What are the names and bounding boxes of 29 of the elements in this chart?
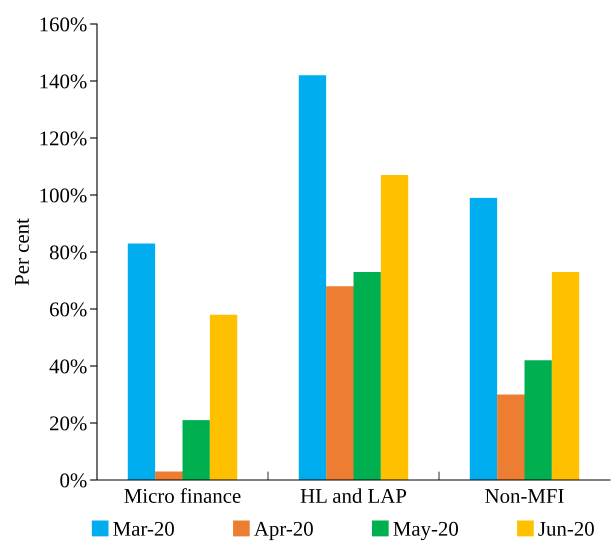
legend-label: Apr-20 [254,522,313,540]
y-tick-label: 160% [40,17,87,32]
y-axis-title: Per cent [15,218,29,286]
bar [552,272,580,480]
y-tick-label: 140% [40,74,87,88]
y-tick-label: 120% [40,131,87,146]
bar [298,75,326,480]
y-tick-label: 0% [60,473,87,488]
bar [470,198,498,480]
bar [354,272,381,480]
bar [128,243,156,480]
bar [524,360,552,480]
y-tick-label: 40% [50,359,87,374]
bar [210,314,238,480]
y-tick-label: 20% [50,416,87,430]
x-tick-label: Non-MFI [485,489,564,503]
bar [497,394,524,480]
y-tick-label: 80% [50,245,87,260]
bar [155,471,182,480]
x-tick-label: HL and LAP [300,488,406,503]
bar [326,286,354,480]
legend-label: May-20 [393,522,458,540]
y-tick-label: 60% [50,302,87,316]
y-tick-label: 100% [40,188,87,202]
bar [380,175,408,480]
legend-label: Mar-20 [113,522,174,536]
x-tick-label: Micro finance [124,488,240,503]
legend-label: Jun-20 [538,522,594,536]
bar [182,420,210,480]
